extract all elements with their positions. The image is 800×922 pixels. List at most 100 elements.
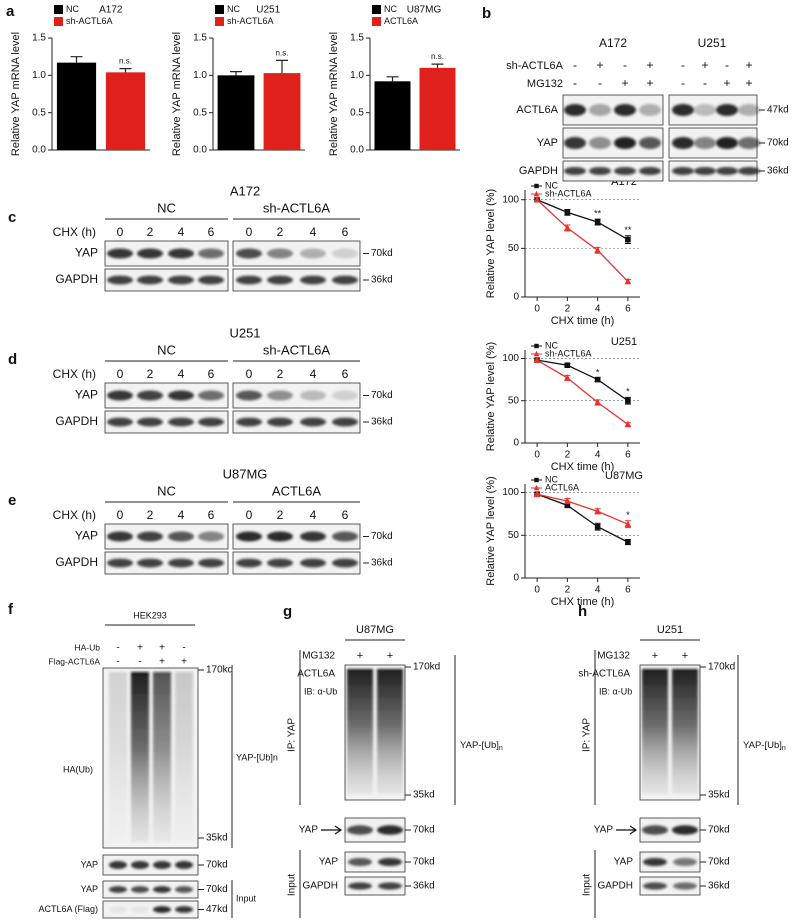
blot-band — [673, 858, 697, 866]
series-line — [536, 493, 629, 525]
x-tick-label: 2 — [565, 304, 571, 315]
time: 4 — [310, 508, 317, 522]
y-tick-label: 0 — [513, 438, 519, 449]
panel-label: e — [8, 492, 16, 509]
sign: - — [623, 58, 627, 72]
blot-band — [332, 390, 358, 401]
y-tick-label: 0.5 — [32, 107, 46, 118]
size-label: 36kd — [413, 881, 435, 892]
blot-band — [716, 137, 738, 149]
y-tick-label: 50 — [508, 395, 520, 406]
size-label: 35kd — [206, 833, 228, 844]
marker — [564, 374, 571, 381]
blot-band — [300, 417, 326, 427]
blot-band — [589, 167, 611, 175]
blot-band — [168, 248, 194, 259]
legend-marker — [534, 477, 539, 483]
group-label: NC — [157, 342, 176, 357]
annotation: n.s. — [431, 52, 444, 61]
y-tick-label: 1.0 — [350, 70, 364, 81]
band-label: YAP — [81, 884, 98, 894]
legend-label: ACTL6A — [384, 16, 418, 26]
annotation: * — [596, 367, 600, 377]
blot-band — [137, 558, 163, 568]
size-label: 70kd — [371, 390, 393, 401]
band-label: YAP — [594, 825, 614, 836]
blot-band — [236, 417, 262, 427]
blot-title: HEK293 — [133, 610, 167, 620]
sign: + — [181, 657, 187, 668]
cell-line: A172 — [599, 36, 627, 50]
time: 0 — [117, 367, 124, 381]
blot-title: U251 — [657, 624, 683, 636]
blot-band — [109, 886, 127, 893]
blot-band — [332, 275, 358, 285]
group-label: NC — [157, 200, 176, 215]
input-label: Input — [287, 874, 298, 896]
blot-band — [564, 167, 586, 175]
band-label: ACTL6A — [516, 104, 558, 116]
blot-band — [300, 558, 326, 568]
marker — [594, 219, 601, 225]
panel-label: g — [283, 603, 292, 620]
blot-band — [198, 417, 224, 427]
blot-frame — [232, 410, 361, 434]
y-tick-label: 0.0 — [350, 145, 364, 156]
legend-marker — [533, 350, 540, 357]
blot-band — [236, 248, 262, 259]
blot-band — [332, 558, 358, 568]
blot-band — [175, 861, 193, 869]
sign: - — [573, 58, 577, 72]
marker — [625, 539, 631, 545]
time: 2 — [277, 367, 284, 381]
row-label: MG132 — [527, 78, 563, 90]
legend-label: NC — [384, 4, 397, 14]
band-label: GAPDH — [55, 414, 98, 428]
ub-smear — [377, 669, 403, 794]
blot-band — [267, 558, 293, 568]
legend-swatch — [54, 17, 63, 26]
input-label: Input — [236, 893, 257, 903]
blot-frame — [104, 410, 229, 434]
y-tick-label: 0.5 — [350, 107, 364, 118]
marker — [624, 420, 632, 428]
annotation: n.s. — [276, 49, 289, 58]
annotation: ** — [594, 209, 602, 219]
sign: - — [138, 657, 141, 668]
series-line — [536, 493, 629, 543]
size-label: 36kd — [371, 275, 393, 286]
blot-band — [109, 861, 127, 869]
panel-label: d — [8, 351, 17, 368]
time: 2 — [147, 225, 154, 239]
size-label: 47kd — [206, 904, 228, 915]
blot-band — [614, 104, 636, 116]
marker — [625, 397, 631, 404]
ub-smear — [131, 672, 149, 842]
bar — [263, 73, 301, 150]
bracket-label: YAP-[Ub]n — [460, 740, 503, 752]
y-axis-label: Relative YAP level (%) — [485, 189, 497, 298]
blot-band — [267, 248, 293, 259]
ib-label: IB: α-Ub — [304, 686, 337, 696]
legend-marker — [534, 343, 539, 349]
blot-band — [643, 882, 667, 890]
blot-band — [639, 104, 661, 116]
blot-band — [198, 390, 224, 401]
time-label: CHX (h) — [53, 367, 96, 381]
blot-band — [672, 825, 698, 835]
bracket-label: YAP-[Ub]n — [743, 740, 786, 752]
legend-swatch — [372, 17, 381, 26]
band-label: YAP — [319, 857, 339, 868]
blot-band — [131, 906, 149, 913]
size-label: 170kd — [708, 662, 735, 673]
blot-band — [198, 248, 224, 259]
bar — [217, 75, 255, 150]
blot-band — [639, 167, 661, 175]
marker — [533, 490, 541, 498]
time: 0 — [117, 225, 124, 239]
sign: - — [681, 58, 685, 72]
time: 4 — [178, 508, 185, 522]
group-label: NC — [157, 483, 176, 498]
size-label: 70kd — [708, 825, 730, 836]
legend-label: NC — [545, 474, 558, 484]
